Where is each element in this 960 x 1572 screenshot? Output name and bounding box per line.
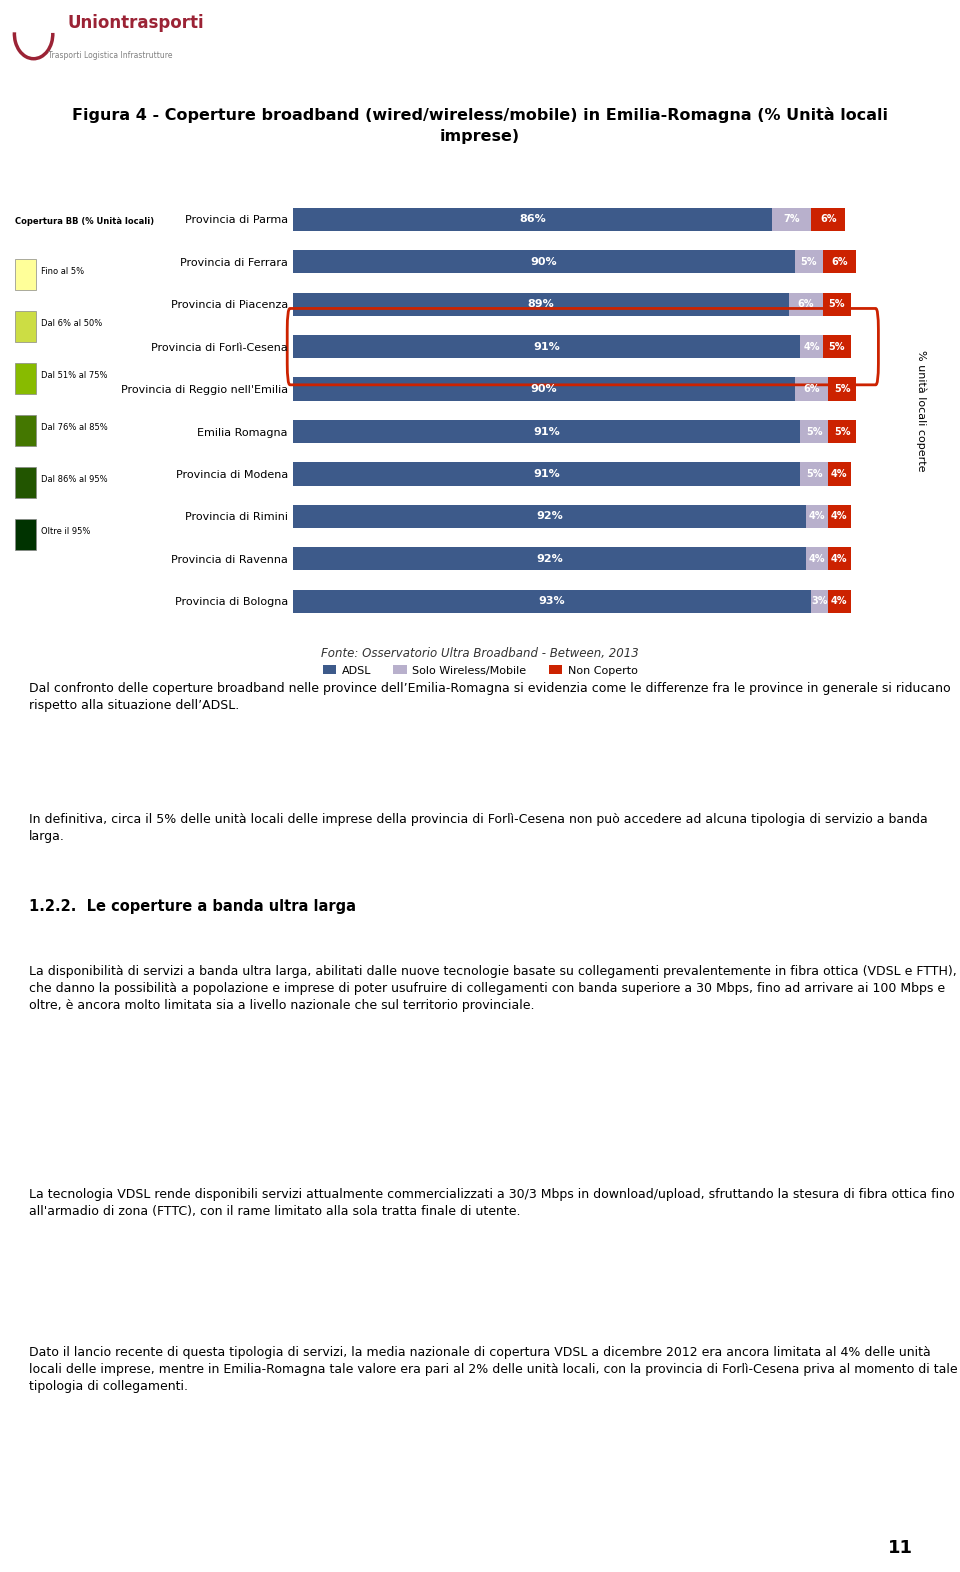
Text: 89%: 89%: [528, 299, 554, 310]
Text: 92%: 92%: [536, 553, 563, 564]
Bar: [805, 547, 828, 571]
Text: 91%: 91%: [533, 468, 560, 479]
Text: 5%: 5%: [828, 341, 845, 352]
Text: La tecnologia VDSL rende disponibili servizi attualmente commercializzati a 30/3: La tecnologia VDSL rende disponibili ser…: [29, 1188, 954, 1218]
Text: 6%: 6%: [804, 384, 820, 395]
Bar: [293, 335, 801, 358]
Text: Fino al 5%: Fino al 5%: [41, 267, 84, 275]
Bar: [811, 208, 845, 231]
Text: 4%: 4%: [831, 596, 848, 607]
Text: % unità locali coperte: % unità locali coperte: [917, 349, 926, 472]
Text: La disponibilità di servizi a banda ultra larga, abilitati dalle nuove tecnologi: La disponibilità di servizi a banda ultr…: [29, 965, 956, 1012]
Bar: [811, 590, 828, 613]
Text: 91%: 91%: [533, 426, 560, 437]
Text: 5%: 5%: [834, 384, 851, 395]
Text: 90%: 90%: [531, 384, 557, 395]
Text: Copertura BB (% Unità locali): Copertura BB (% Unità locali): [15, 217, 155, 226]
Text: Uniontrasporti: Uniontrasporti: [67, 14, 204, 31]
Text: 93%: 93%: [539, 596, 565, 607]
Bar: [293, 420, 801, 443]
Text: 3%: 3%: [811, 596, 828, 607]
Text: 4%: 4%: [809, 553, 826, 564]
Bar: [293, 208, 773, 231]
Text: 90%: 90%: [531, 256, 557, 267]
Text: 4%: 4%: [809, 511, 826, 522]
Text: Oltre il 95%: Oltre il 95%: [41, 527, 90, 536]
Bar: [801, 420, 828, 443]
Text: 92%: 92%: [536, 511, 563, 522]
Bar: [293, 462, 801, 486]
Bar: [789, 292, 823, 316]
Bar: [795, 377, 828, 401]
Bar: [823, 292, 851, 316]
Bar: [293, 590, 811, 613]
Bar: [805, 505, 828, 528]
Text: Dal confronto delle coperture broadband nelle province dell’Emilia-Romagna si ev: Dal confronto delle coperture broadband …: [29, 682, 950, 712]
Text: 6%: 6%: [820, 214, 836, 225]
Bar: [15, 467, 36, 498]
Bar: [293, 292, 789, 316]
Bar: [15, 311, 36, 341]
Bar: [293, 547, 805, 571]
Text: Fonte: Osservatorio Ultra Broadband - Between, 2013: Fonte: Osservatorio Ultra Broadband - Be…: [322, 648, 638, 660]
Bar: [828, 420, 856, 443]
Text: 86%: 86%: [519, 214, 546, 225]
Bar: [293, 377, 795, 401]
Legend: ADSL, Solo Wireless/Mobile, Non Coperto: ADSL, Solo Wireless/Mobile, Non Coperto: [319, 660, 642, 681]
Bar: [828, 547, 851, 571]
Text: Dal 6% al 50%: Dal 6% al 50%: [41, 319, 103, 327]
Text: 6%: 6%: [831, 256, 848, 267]
Bar: [293, 505, 805, 528]
Text: In definitiva, circa il 5% delle unità locali delle imprese della provincia di F: In definitiva, circa il 5% delle unità l…: [29, 813, 927, 843]
Bar: [15, 415, 36, 446]
Text: 5%: 5%: [834, 426, 851, 437]
Text: Dato il lancio recente di questa tipologia di servizi, la media nazionale di cop: Dato il lancio recente di questa tipolog…: [29, 1346, 957, 1393]
Text: 1.2.2.  Le coperture a banda ultra larga: 1.2.2. Le coperture a banda ultra larga: [29, 899, 356, 915]
Text: Dal 86% al 95%: Dal 86% al 95%: [41, 475, 108, 484]
Text: 91%: 91%: [533, 341, 560, 352]
Bar: [15, 519, 36, 550]
Text: 4%: 4%: [804, 341, 820, 352]
Text: Giugno 2013: Giugno 2013: [656, 27, 784, 44]
Text: Trasporti Logistica Infrastrutture: Trasporti Logistica Infrastrutture: [48, 50, 173, 60]
Text: Dal 51% al 75%: Dal 51% al 75%: [41, 371, 108, 380]
Bar: [801, 462, 828, 486]
Text: Figura 4 - Coperture broadband (wired/wireless/mobile) in Emilia-Romagna (% Unit: Figura 4 - Coperture broadband (wired/wi…: [72, 107, 888, 145]
Bar: [823, 250, 856, 274]
Text: 6%: 6%: [798, 299, 814, 310]
Bar: [773, 208, 811, 231]
Text: 4%: 4%: [831, 468, 848, 479]
Text: 7%: 7%: [783, 214, 801, 225]
Text: 5%: 5%: [806, 426, 823, 437]
Bar: [801, 335, 823, 358]
Text: 5%: 5%: [801, 256, 817, 267]
Text: 11: 11: [887, 1539, 913, 1558]
Bar: [15, 258, 36, 289]
Text: Dal 76% al 85%: Dal 76% al 85%: [41, 423, 108, 432]
Bar: [795, 250, 823, 274]
Text: INFRASTRUTTURE A BANDA LARGA E ULTRA LARGA SUL TERRITORIO DELLA CAMERA
DI COMMER: INFRASTRUTTURE A BANDA LARGA E ULTRA LAR…: [12, 1537, 538, 1559]
Text: 5%: 5%: [828, 299, 845, 310]
Bar: [828, 377, 856, 401]
Bar: [828, 505, 851, 528]
Text: 5%: 5%: [806, 468, 823, 479]
Bar: [828, 590, 851, 613]
Bar: [828, 462, 851, 486]
Bar: [293, 250, 795, 274]
Text: 4%: 4%: [831, 553, 848, 564]
Bar: [823, 335, 851, 358]
Text: 4%: 4%: [831, 511, 848, 522]
Bar: [15, 363, 36, 395]
